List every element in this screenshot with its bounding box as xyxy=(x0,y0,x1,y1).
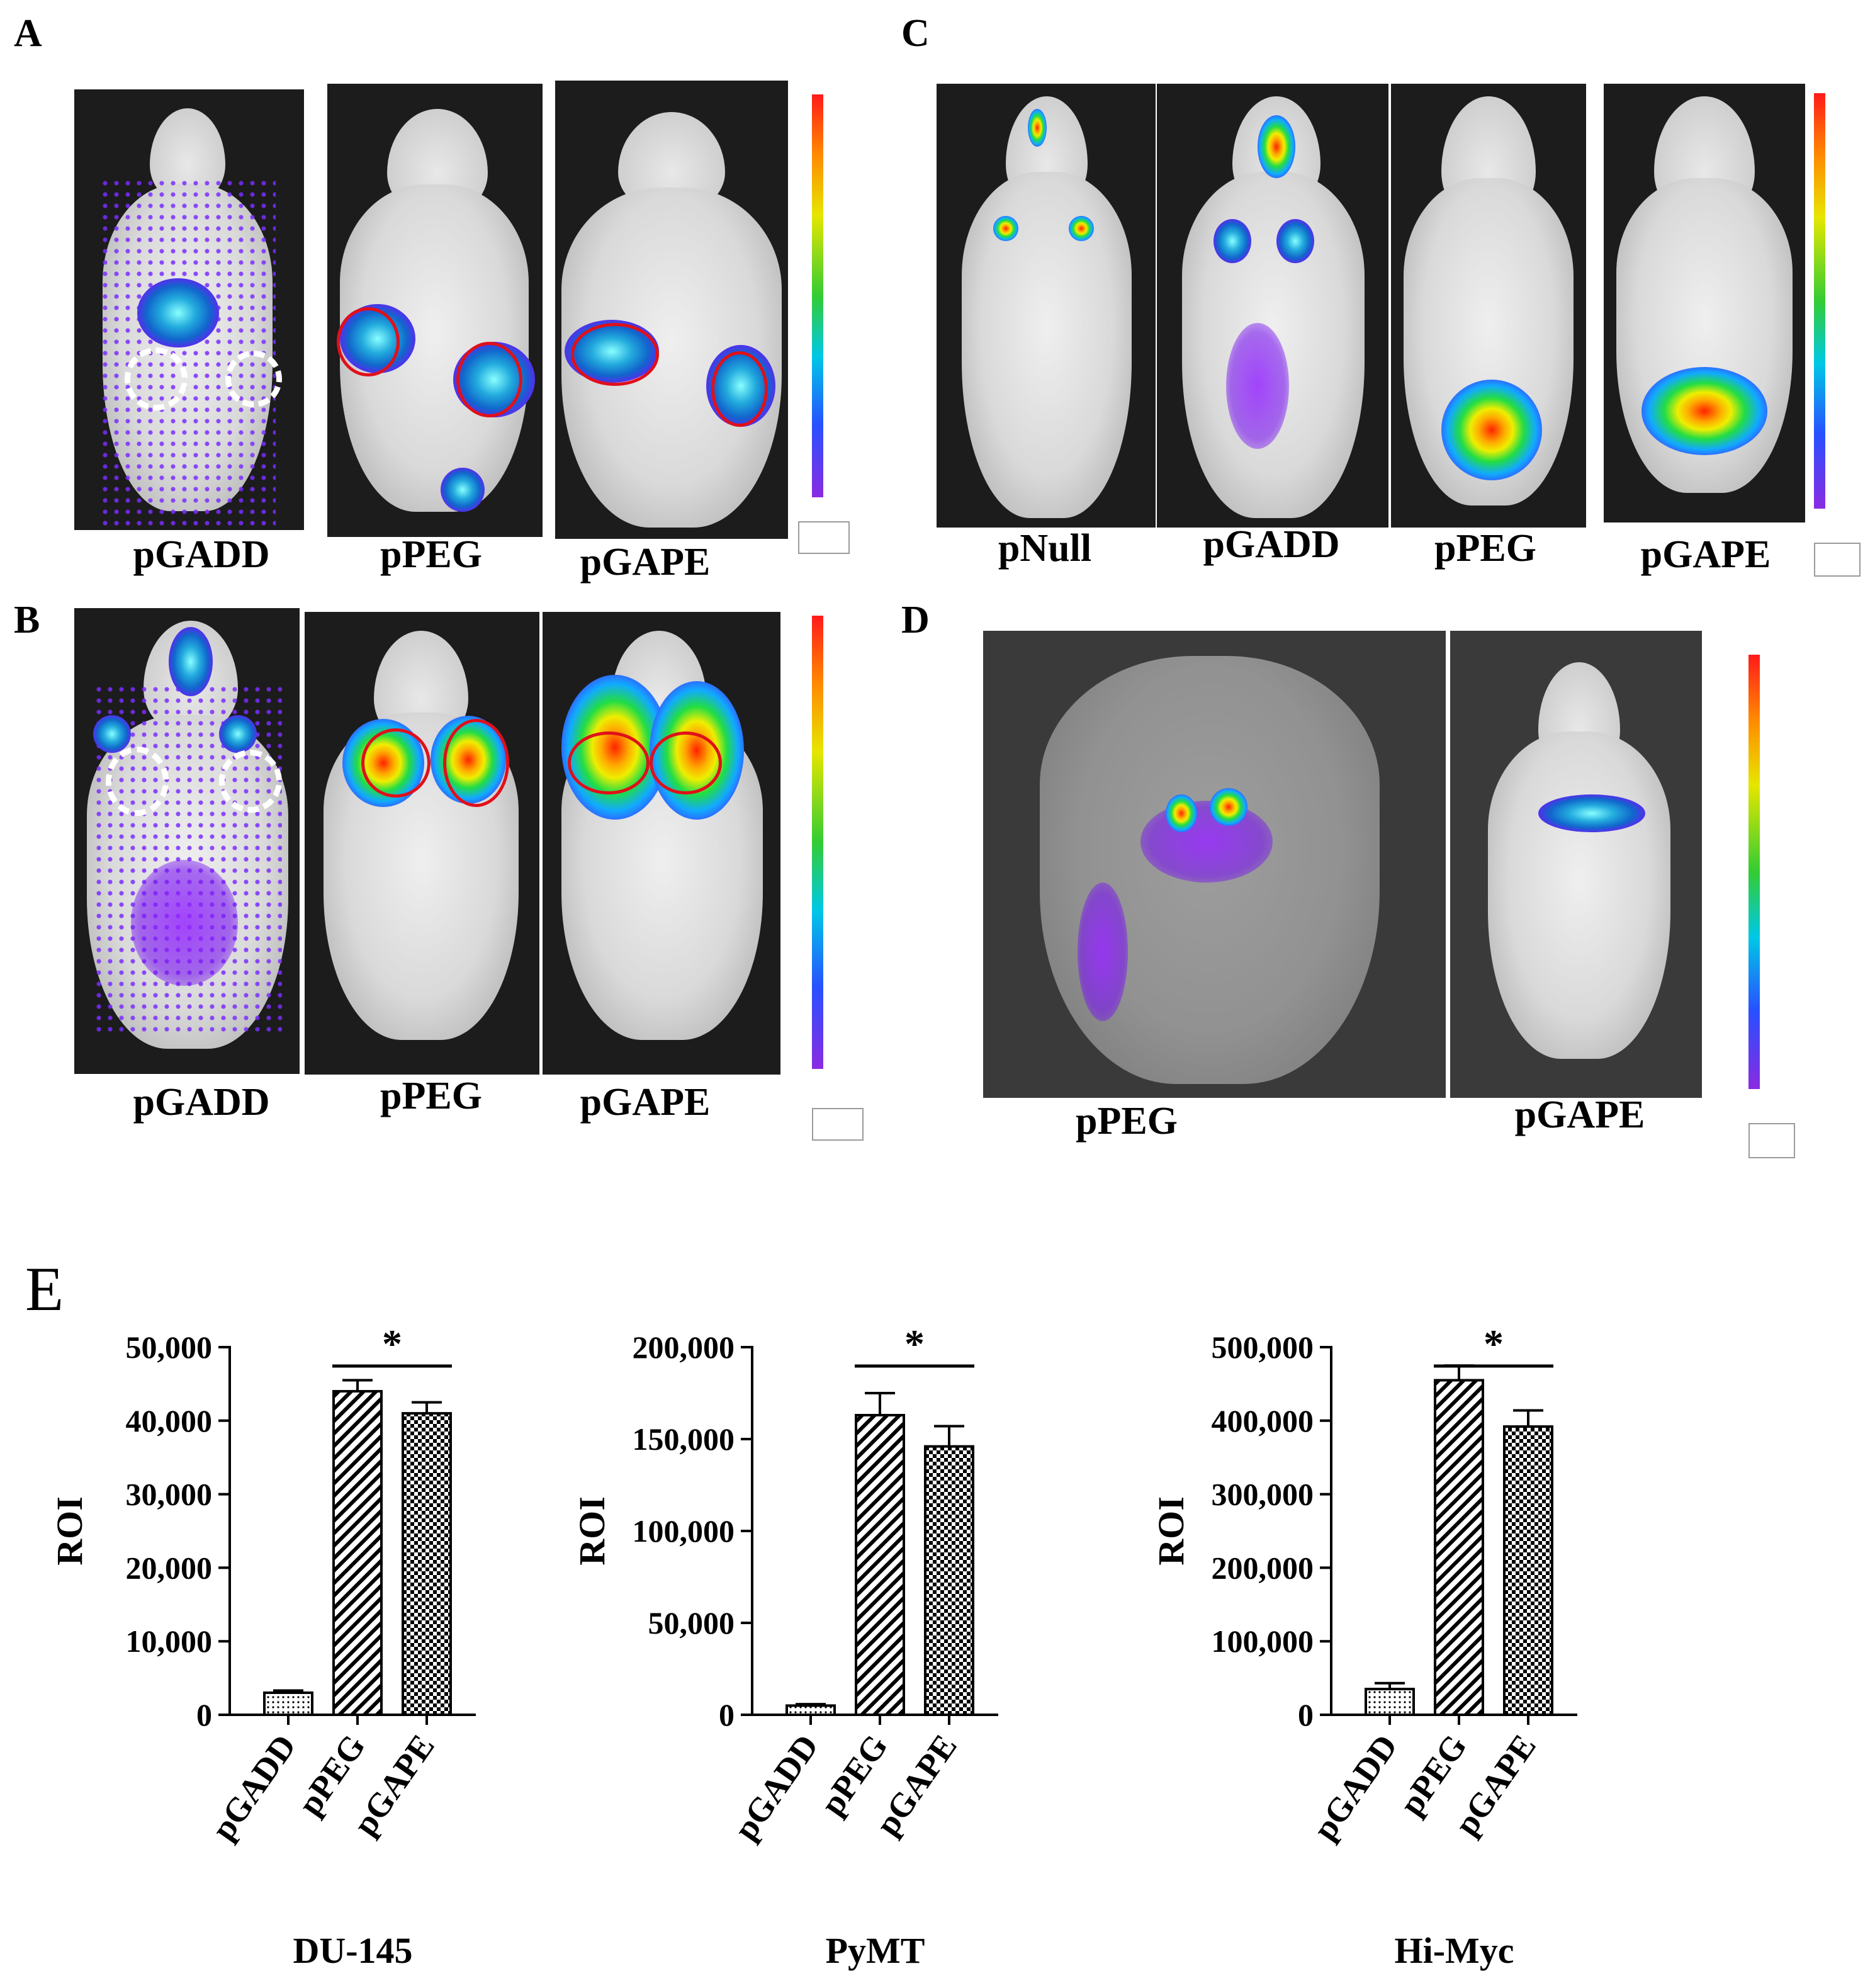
panel-label-c: C xyxy=(901,12,930,55)
x-axis-label: DU-145 xyxy=(293,1930,412,1971)
caption-a-1: pGADD xyxy=(133,533,270,576)
bar-pGAPE xyxy=(1503,1425,1553,1716)
bioluminescence-image-d-pgape xyxy=(1450,631,1702,1098)
significance-marker: * xyxy=(382,1322,402,1366)
caption-a-3: pGAPE xyxy=(580,541,711,584)
y-tick-label: 0 xyxy=(719,1697,735,1732)
y-axis-label: ROI xyxy=(572,1496,612,1566)
y-tick-label: 10,000 xyxy=(126,1624,213,1659)
color-scale-box-d xyxy=(1748,1123,1795,1158)
y-tick-label: 200,000 xyxy=(633,1330,735,1365)
caption-d-2: pGAPE xyxy=(1514,1093,1645,1136)
panel-label-e: E xyxy=(25,1254,64,1324)
y-tick-label: 300,000 xyxy=(1212,1477,1314,1512)
color-scale-bar-d xyxy=(1748,655,1760,1089)
bioluminescence-image-a-pgadd xyxy=(74,89,304,530)
bar-pPEG xyxy=(1434,1379,1484,1716)
y-tick-label: 150,000 xyxy=(633,1421,735,1457)
bioluminescence-image-b-pgape xyxy=(543,612,780,1075)
y-tick-label: 0 xyxy=(1298,1697,1314,1732)
bioluminescence-image-d-ppeg xyxy=(983,631,1446,1098)
bar-chart-himyc: 0 100,000 200,000 300,000 400,000 500,000 ROI p… xyxy=(1151,1322,1577,1971)
y-axis-label: ROI xyxy=(49,1496,90,1566)
caption-c-3: pPEG xyxy=(1434,527,1536,570)
bioluminescence-image-b-ppeg xyxy=(305,612,539,1075)
bioluminescence-image-a-ppeg xyxy=(327,84,543,537)
color-scale-box-b xyxy=(812,1108,864,1141)
y-tick-label: 30,000 xyxy=(126,1477,213,1512)
caption-b-1: pGADD xyxy=(133,1081,270,1124)
bar-pGADD xyxy=(785,1704,836,1717)
color-scale-box-a xyxy=(798,521,850,554)
panel-label-b: B xyxy=(14,599,40,641)
significance-marker: * xyxy=(1484,1322,1504,1366)
bioluminescence-image-a-pgape xyxy=(555,81,788,539)
color-scale-box-c xyxy=(1814,543,1861,577)
caption-a-2: pPEG xyxy=(380,533,482,576)
color-scale-bar-c xyxy=(1814,93,1825,509)
y-tick-label: 50,000 xyxy=(126,1330,213,1365)
y-tick-label: 100,000 xyxy=(633,1513,735,1549)
y-tick-label: 40,000 xyxy=(126,1403,213,1438)
y-tick-label: 0 xyxy=(196,1697,212,1732)
bar-pGAPE xyxy=(402,1412,452,1716)
caption-c-2: pGADD xyxy=(1203,523,1340,566)
panel-label-d: D xyxy=(901,599,930,641)
y-tick-label: 100,000 xyxy=(1212,1624,1314,1659)
y-axis-label: ROI xyxy=(1151,1496,1191,1566)
bar-chart-pymt: 050,000100,000150,000200,000ROIpGADDpPEG… xyxy=(572,1322,998,1971)
y-tick-label: 200,000 xyxy=(1212,1550,1314,1585)
x-tick-label: pGADD xyxy=(1305,1727,1405,1846)
y-tick-label: 50,000 xyxy=(648,1605,735,1641)
color-scale-bar-a xyxy=(812,94,823,497)
bioluminescence-image-b-pgadd xyxy=(74,608,300,1074)
bioluminescence-image-c-pnull xyxy=(937,84,1156,528)
x-axis-label: Hi-Myc xyxy=(1394,1930,1514,1971)
y-tick-label: 500,000 xyxy=(1212,1330,1314,1365)
caption-c-1: pNull xyxy=(998,527,1092,570)
bar-pPEG xyxy=(332,1390,383,1716)
caption-d-1: pPEG xyxy=(1076,1100,1178,1143)
caption-c-4: pGAPE xyxy=(1640,533,1771,576)
x-axis-label: PyMT xyxy=(826,1930,925,1971)
bar-pGADD xyxy=(263,1691,313,1717)
x-tick-label: pGADD xyxy=(204,1727,303,1846)
bar-pGAPE xyxy=(924,1445,974,1716)
panel-label-a: A xyxy=(14,12,42,55)
bar-chart-du145: 010,00020,00030,00040,00050,000ROIpGADDp… xyxy=(49,1322,476,1971)
bioluminescence-image-c-ppeg xyxy=(1391,84,1586,528)
y-tick-label: 20,000 xyxy=(126,1550,213,1585)
color-scale-bar-b xyxy=(812,616,823,1069)
y-tick-label: 400,000 xyxy=(1212,1403,1314,1438)
bar-pPEG xyxy=(855,1414,905,1716)
bioluminescence-image-c-pgadd xyxy=(1157,84,1388,528)
bioluminescence-image-c-pgape xyxy=(1604,84,1805,522)
significance-marker: * xyxy=(904,1322,925,1366)
caption-b-2: pPEG xyxy=(380,1075,482,1117)
bar-pGADD xyxy=(1365,1688,1415,1716)
caption-b-3: pGAPE xyxy=(580,1081,711,1124)
x-tick-label: pGADD xyxy=(726,1727,826,1846)
